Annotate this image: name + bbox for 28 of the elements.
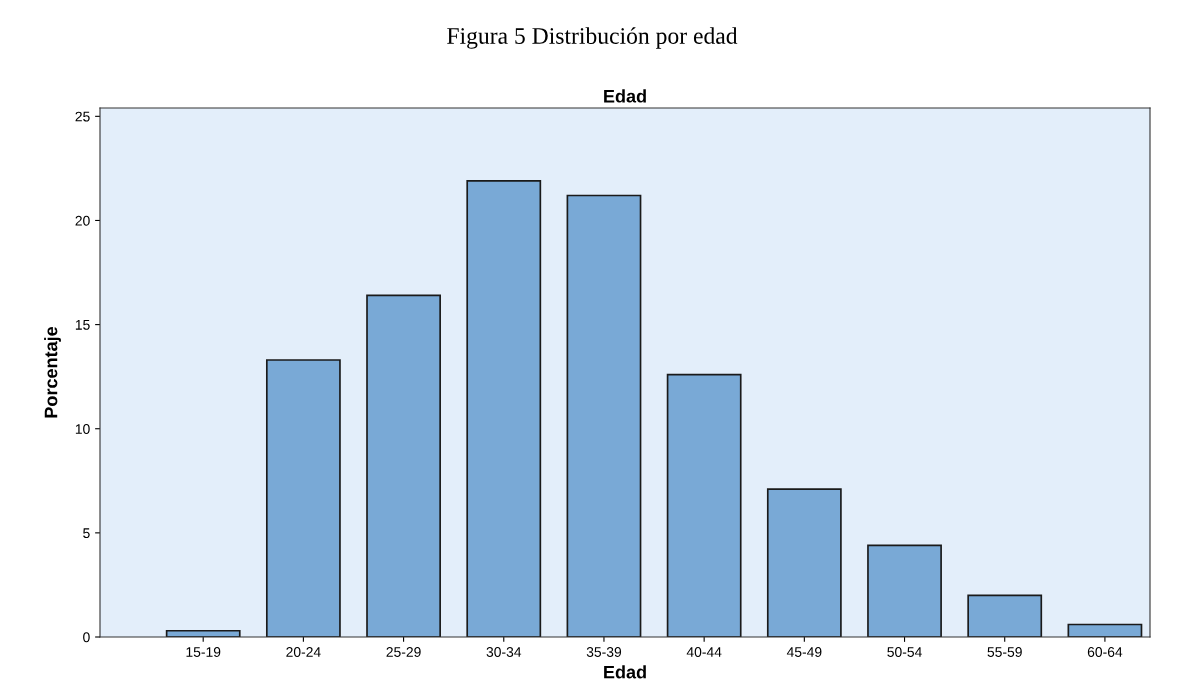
bar: [766, 488, 842, 637]
x-tick-label: 50-54: [887, 647, 922, 657]
bar: [466, 180, 542, 637]
y-tick-label: 15: [75, 320, 90, 330]
y-tick-label: 0: [83, 632, 90, 643]
bar: [967, 594, 1043, 637]
x-tick-label: 55-59: [987, 647, 1022, 657]
y-tick-label: 10: [75, 424, 90, 434]
bar: [867, 544, 942, 637]
x-tick-label: 30-34: [486, 647, 522, 657]
y-axis-title: Porcentaje: [44, 326, 61, 418]
x-tick-label: 40-44: [686, 647, 722, 657]
y-tick-label: 5: [83, 528, 90, 539]
bar: [566, 194, 642, 637]
x-tick-label: 60-64: [1087, 647, 1123, 657]
bar: [265, 359, 341, 637]
bar: [666, 373, 742, 637]
chart-subtitle: Figura 5 Distribución por edad: [447, 27, 738, 49]
x-axis-title: Edad: [604, 665, 646, 679]
x-tick-label: 45-49: [786, 647, 822, 657]
x-tick-label: 35-39: [586, 647, 622, 657]
y-tick-label: 25: [75, 111, 90, 122]
x-tick-label: 20-24: [286, 647, 321, 657]
x-tick-label: 15-19: [186, 647, 221, 657]
chart-title: Edad: [604, 89, 646, 103]
x-tick-label: 25-29: [386, 647, 421, 657]
y-tick-label: 20: [75, 215, 90, 226]
bar: [366, 294, 441, 637]
